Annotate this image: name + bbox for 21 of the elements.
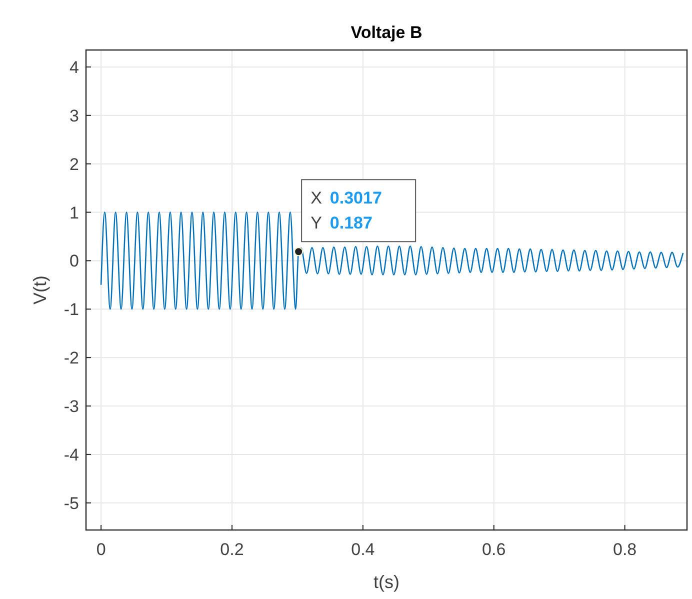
- y-tick-label: 2: [70, 154, 79, 174]
- x-tick-label: 0.8: [612, 540, 637, 559]
- y-tick-label: -1: [64, 300, 79, 320]
- y-tick-label: -3: [64, 397, 79, 416]
- x-tick-label: 0.2: [220, 540, 244, 559]
- y-tick-label: 4: [70, 58, 79, 77]
- y-tick-label: -4: [64, 445, 79, 464]
- y-tick-label: 1: [70, 203, 79, 222]
- annotation: Y 0.187: [310, 214, 372, 233]
- x-axis-title: t(s): [374, 572, 400, 592]
- y-tick-label: -2: [64, 348, 79, 368]
- x-tick-label: 0: [96, 540, 106, 559]
- annotation: X 0.3017: [310, 188, 382, 208]
- x-tick-label: 0.4: [351, 540, 375, 559]
- chart-title: Voltaje B: [350, 23, 422, 42]
- y-tick-label: 3: [70, 106, 79, 126]
- x-tick-label: 0.6: [482, 540, 506, 559]
- y-tick-label: -5: [64, 494, 79, 513]
- y-tick-label: 0: [70, 252, 79, 271]
- y-axis-title: V(t): [30, 276, 50, 304]
- line-series: [100, 212, 684, 310]
